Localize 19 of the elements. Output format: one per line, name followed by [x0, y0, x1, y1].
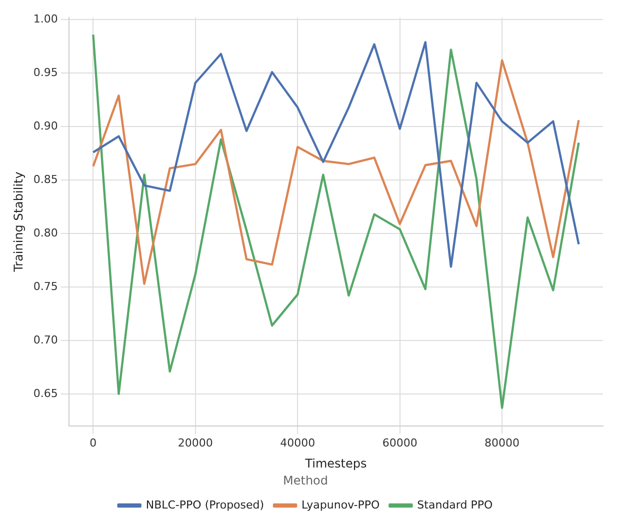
- y-tick-label: 0.90: [33, 120, 58, 133]
- x-tick-label: 60000: [382, 436, 418, 450]
- x-tick-label: 80000: [484, 436, 520, 450]
- y-tick-label: 0.70: [33, 333, 58, 346]
- x-tick-label: 20000: [178, 436, 213, 450]
- x-tick-label: 40000: [280, 436, 316, 450]
- y-tick-label: 0.80: [33, 226, 58, 240]
- y-tick-label: 0.95: [33, 66, 58, 80]
- legend-title: Method: [282, 474, 328, 488]
- legend-label: Standard PPO: [417, 498, 493, 512]
- y-tick-label: 0.65: [33, 386, 58, 400]
- y-tick-label: 1.00: [33, 12, 58, 26]
- legend-label: Lyapunov-PPO: [302, 498, 380, 512]
- x-axis-title: Timesteps: [304, 456, 367, 471]
- legend-label: NBLC-PPO (Proposed): [146, 498, 264, 512]
- y-tick-label: 0.85: [33, 172, 58, 186]
- y-tick-label: 0.75: [33, 280, 58, 293]
- x-tick-label: 0: [90, 436, 97, 450]
- y-axis-title: Training Stability: [11, 172, 26, 273]
